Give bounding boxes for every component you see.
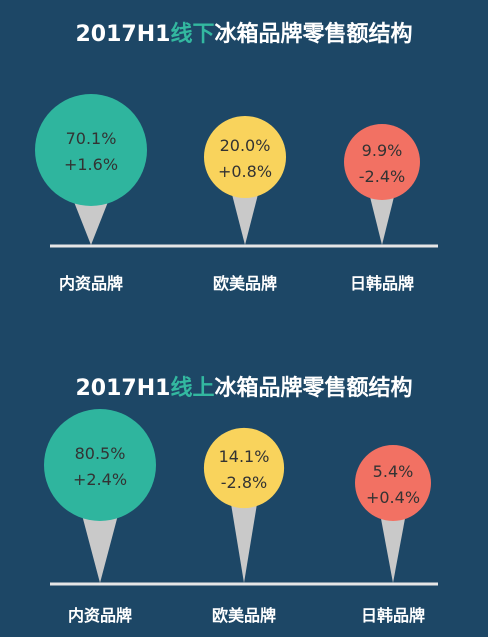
pin-pointer	[72, 198, 110, 245]
share-label: 70.1%	[66, 129, 117, 148]
change-label: +0.4%	[366, 488, 420, 507]
change-label: -2.4%	[359, 167, 405, 186]
bubble-1	[44, 409, 156, 521]
change-label: +1.6%	[64, 155, 118, 174]
pin-pointer	[231, 192, 259, 245]
category-label: 欧美品牌	[211, 606, 276, 625]
chart-svg-offline: 70.1% +1.6% 20.0% +0.8% 9.9% -2.4%	[35, 94, 438, 248]
title-channel: 线下	[170, 22, 215, 47]
share-label: 5.4%	[373, 462, 414, 481]
chart-offline: 2017H1线下冰箱品牌零售额结构 70.1% +1.6% 20.0% +0.8% 9.…	[0, 0, 488, 318]
bubble-3	[355, 445, 431, 521]
title-year: 2017H1	[75, 376, 171, 401]
title-channel: 线上	[170, 376, 215, 401]
bubble-2	[203, 115, 287, 199]
category-label: 内资品牌	[67, 606, 132, 625]
title-rest: 冰箱品牌零售额结构	[214, 22, 413, 47]
change-label: +2.4%	[73, 470, 127, 489]
category-label: 欧美品牌	[212, 274, 277, 293]
chart-title-online: 2017H1线上冰箱品牌零售额结构	[0, 370, 488, 402]
bubble-2	[203, 427, 285, 509]
category-label: 日韩品牌	[360, 606, 425, 625]
chart-title-offline: 2017H1线下冰箱品牌零售额结构	[0, 16, 488, 48]
pin-pointer	[81, 513, 119, 583]
pin-pointer	[369, 194, 395, 245]
pin-pointer	[380, 515, 406, 583]
share-label: 9.9%	[362, 141, 403, 160]
category-label: 日韩品牌	[349, 274, 414, 293]
change-label: +0.8%	[218, 162, 272, 181]
share-label: 20.0%	[220, 136, 271, 155]
title-year: 2017H1	[75, 22, 171, 47]
share-label: 80.5%	[75, 444, 126, 463]
chart-online: 2017H1线上冰箱品牌零售额结构 80.5% +2.4% 14.1% -2.8% 5.…	[0, 318, 488, 637]
share-label: 14.1%	[219, 447, 270, 466]
chart-svg-online: 80.5% +2.4% 14.1% -2.8% 5.4% +0.4%	[44, 409, 438, 586]
category-label: 内资品牌	[58, 274, 123, 293]
bubble-3	[344, 124, 420, 200]
title-rest: 冰箱品牌零售额结构	[214, 376, 413, 401]
pin-pointer	[230, 502, 258, 583]
change-label: -2.8%	[221, 473, 267, 492]
bubble-1	[35, 94, 147, 206]
